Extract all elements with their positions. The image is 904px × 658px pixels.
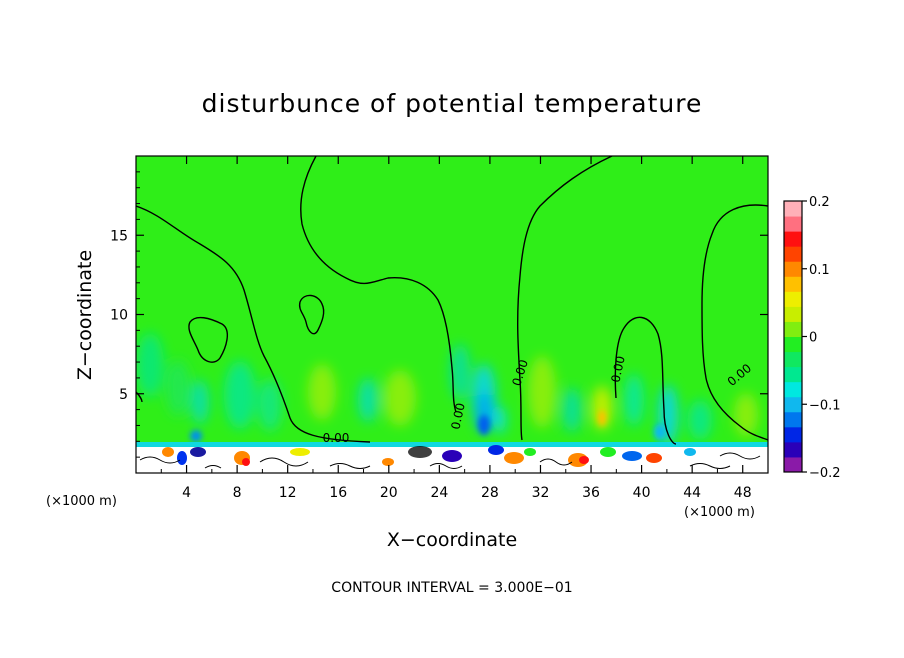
colorbar-swatch: [784, 216, 802, 232]
y-tick-label: 10: [110, 308, 128, 324]
contour-label: 0.00: [323, 431, 350, 445]
x-tick-label: 48: [734, 485, 752, 501]
boundary-layer-detail: [136, 442, 768, 469]
colorbar-swatch: [784, 321, 802, 337]
colorbar-tick-label: −0.2: [809, 466, 841, 481]
x-tick-label: 8: [233, 485, 242, 501]
colorbar-swatch: [784, 411, 802, 428]
colorbar-swatch: [784, 381, 802, 398]
colorbar-swatch: [784, 366, 802, 383]
x-axis: 4 8 12 16 20 24 28 32 36 40 44 48: [160, 156, 752, 501]
colorbar-ticks: −0.2 −0.1 0 0.1 0.2: [802, 195, 841, 481]
colorbar-swatch: [784, 261, 802, 277]
y-axis: 5 10 15: [110, 171, 768, 458]
y-tick-label: 5: [119, 387, 128, 403]
x-tick-label: 28: [481, 485, 499, 501]
x-tick-label: 12: [279, 485, 297, 501]
colorbar-tick-label: 0.1: [809, 263, 830, 278]
chart-title: disturbunce of potential temperature: [202, 89, 703, 118]
plot-area: 0.00 0.00 0.00 0.00 0.00: [136, 156, 768, 473]
x-tick-label: 20: [380, 485, 398, 501]
colorbar-swatch: [784, 201, 802, 217]
field-shading: [136, 333, 758, 445]
x-axis-unit-label: (×1000 m): [684, 505, 755, 520]
x-tick-label: 36: [582, 485, 600, 501]
x-tick-label: 16: [329, 485, 347, 501]
colorbar-tick-label: −0.1: [809, 398, 841, 413]
colorbar-swatch: [784, 336, 802, 353]
colorbar-swatch: [784, 291, 802, 307]
colorbar-swatch: [784, 231, 802, 247]
y-tick-label: 15: [110, 228, 128, 244]
zero-contours: [136, 156, 768, 445]
contour-label: 0.00: [608, 355, 627, 384]
x-origin-unit-label: (×1000 m): [46, 494, 117, 509]
x-tick-label: 32: [532, 485, 550, 501]
colorbar-tick-label: 0: [809, 331, 817, 346]
x-tick-label: 44: [683, 485, 701, 501]
x-tick-label: 24: [430, 485, 448, 501]
colorbar-swatch: [784, 456, 802, 473]
colorbar-swatch: [784, 396, 802, 413]
colorbar-swatch: [784, 426, 802, 443]
colorbar-swatch: [784, 246, 802, 262]
colorbar: [783, 200, 803, 473]
x-tick-label: 4: [182, 485, 191, 501]
x-axis-title: X−coordinate: [387, 529, 517, 551]
colorbar-swatch: [784, 351, 802, 368]
field-shading-strong: [190, 410, 666, 442]
colorbar-tick-label: 0.2: [809, 195, 830, 210]
colorbar-swatch: [784, 276, 802, 292]
contour-label: 0.00: [448, 402, 467, 431]
colorbar-swatch: [784, 441, 802, 458]
colorbar-swatch: [784, 306, 802, 322]
x-tick-label: 40: [633, 485, 651, 501]
contour-interval-label: CONTOUR INTERVAL = 3.000E−01: [331, 580, 572, 596]
y-axis-title: Z−coordinate: [74, 250, 96, 380]
